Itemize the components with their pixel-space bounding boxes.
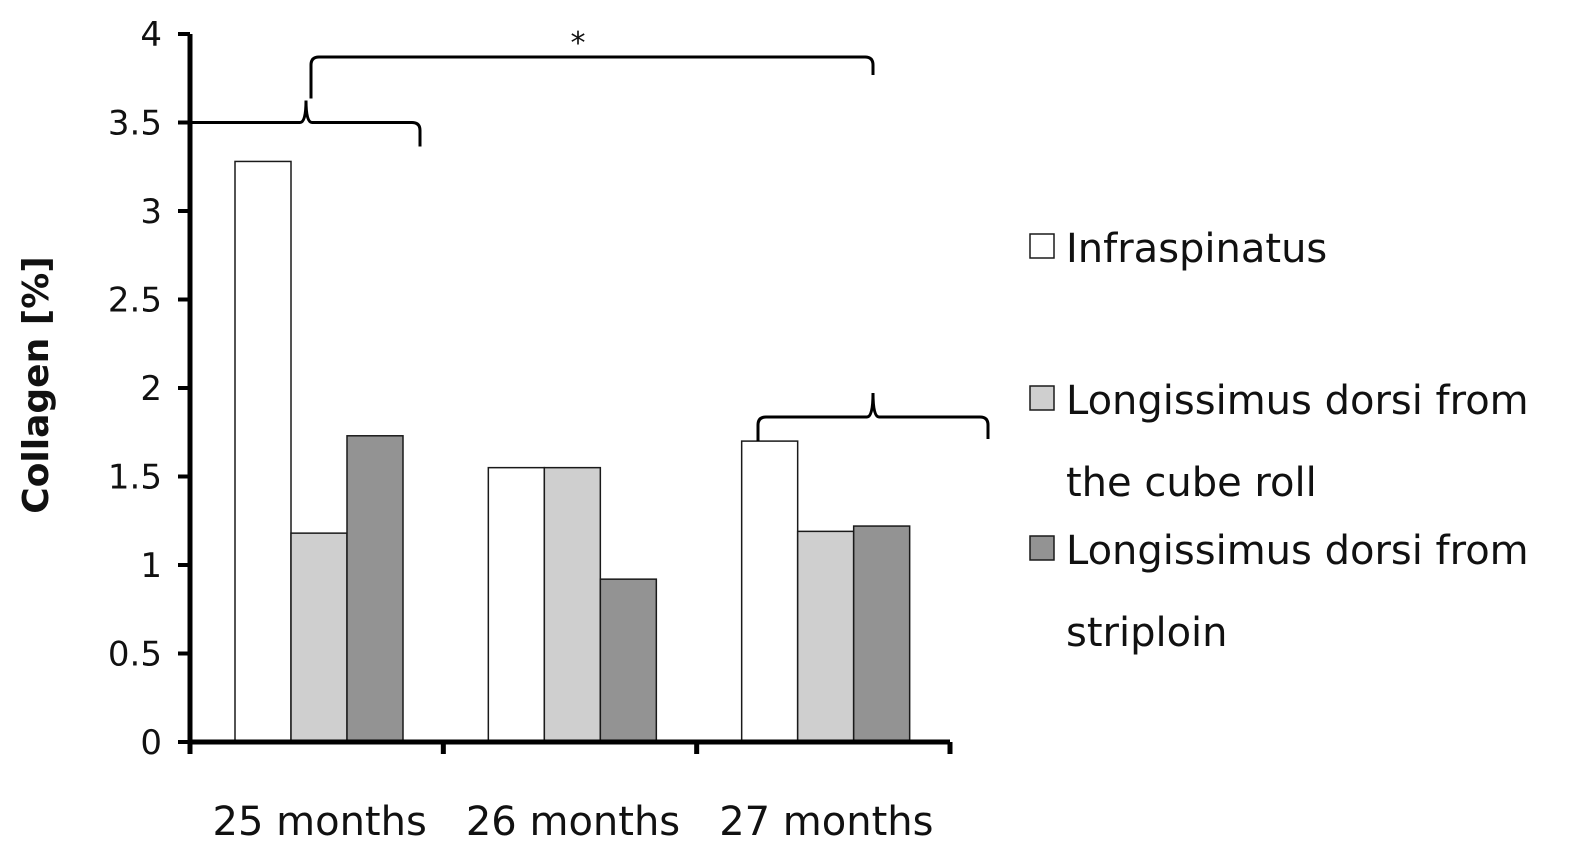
x-category-label: 25 months (213, 799, 427, 845)
x-labels-layer: 25 months 26 months 27 months (213, 799, 934, 845)
y-axis-label: Collagen [%] (16, 256, 57, 513)
bar-2-2 (543, 466, 602, 743)
x-category-label: 26 months (466, 799, 680, 845)
bar-3-2 (796, 530, 855, 743)
y-tick-label: 3.5 (108, 104, 162, 144)
bar-2-3 (599, 578, 658, 743)
legend-label-3: Longissimus dorsi from (1066, 528, 1529, 574)
legend-label-1: Infraspinatus (1066, 226, 1327, 272)
bar-3-1 (740, 440, 799, 743)
bar-1-3 (346, 435, 404, 743)
legend-label-3: striploin (1066, 610, 1228, 656)
legend-label-2: the cube roll (1066, 460, 1317, 506)
y-tick-label: 4 (140, 15, 162, 55)
legend-swatch-2 (1029, 385, 1055, 411)
bracket-25-months (178, 100, 422, 147)
legend-swatch-1 (1029, 233, 1055, 259)
bar-1-1 (234, 160, 292, 743)
y-tick-label: 2 (140, 369, 162, 409)
significance-brackets: * (178, 26, 990, 441)
bar-1-2 (290, 532, 348, 743)
y-tick-label: 1 (140, 546, 162, 586)
y-tick-label: 0.5 (108, 635, 162, 675)
bars-layer (234, 160, 911, 743)
significance-bracket (309, 55, 875, 99)
x-category-label: 27 months (719, 799, 933, 845)
y-tick-label: 0 (140, 723, 162, 763)
legend-label-2: Longissimus dorsi from (1066, 378, 1529, 424)
y-tick-label: 2.5 (108, 281, 162, 321)
bracket-27-months (756, 392, 990, 441)
y-ticks-layer: 0 0.5 1 1.5 2 2.5 3 3.5 4 (108, 15, 190, 763)
bar-3-3 (852, 525, 911, 743)
legend: Infraspinatus Longissimus dorsi from the c… (1029, 226, 1529, 656)
significance-asterisk: * (571, 26, 586, 61)
bar-2-1 (487, 466, 546, 743)
legend-swatch-3 (1029, 535, 1055, 561)
y-tick-label: 3 (140, 192, 162, 232)
y-tick-label: 1.5 (108, 458, 162, 498)
